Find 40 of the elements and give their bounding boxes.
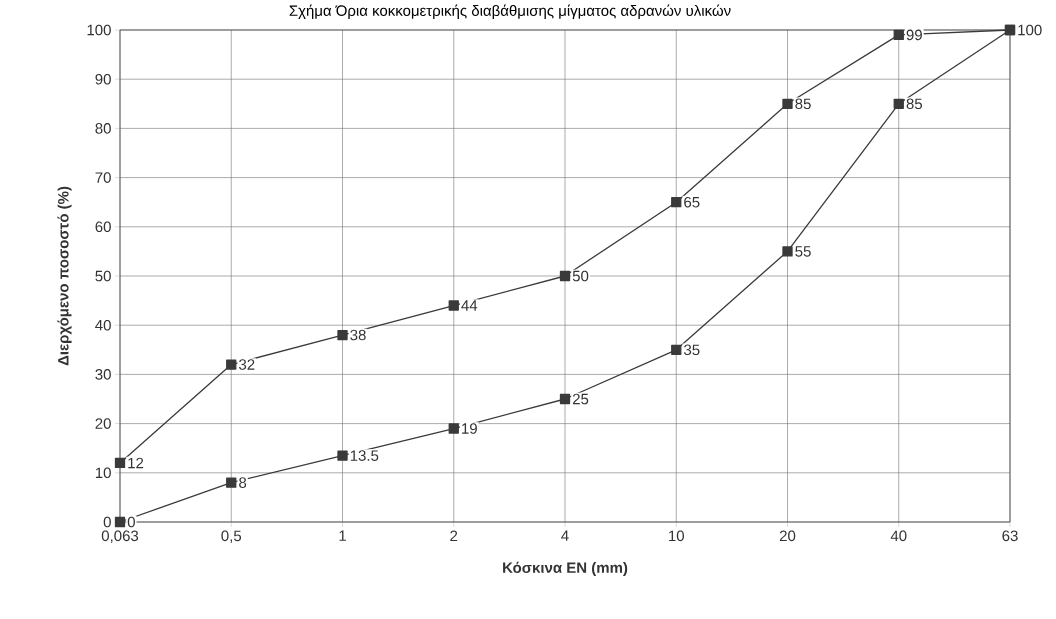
data-label: 85 (906, 98, 923, 110)
y-tick-label: 0 (103, 516, 111, 528)
data-label: 35 (684, 344, 700, 356)
data-label: 13.5 (350, 450, 379, 461)
y-tick-label: 70 (95, 172, 111, 183)
y-tick-label: 40 (95, 319, 111, 331)
x-tick-label: 0,063 (101, 530, 139, 543)
x-tick-label: 4 (561, 530, 569, 541)
y-tick-label: 20 (95, 418, 111, 429)
data-label: 19 (462, 423, 477, 434)
data-label: 0 (127, 516, 135, 528)
data-label: 8 (239, 477, 247, 488)
chart-title: Σχήμα Όρια κοκκομετρικής διαβάθμισης μίγματος αδρανών υλικών (289, 4, 731, 19)
data-label: 65 (684, 196, 700, 208)
x-tick-label: 40 (890, 530, 907, 542)
data-label: 85 (795, 98, 811, 110)
y-axis-title: Διερχόμενο ποσοστό (%) (57, 186, 72, 366)
data-label: 100 (1018, 24, 1042, 36)
y-tick-label: 60 (95, 221, 111, 233)
data-label: 50 (572, 270, 589, 282)
x-tick-label: 63 (1002, 530, 1018, 542)
y-tick-label: 80 (95, 123, 111, 134)
y-tick-label: 50 (95, 270, 111, 282)
y-tick-label: 10 (95, 467, 111, 479)
data-label: 99 (906, 29, 922, 41)
data-label: 12 (128, 457, 144, 469)
y-tick-label: 90 (95, 73, 111, 85)
data-label: 32 (239, 359, 255, 370)
y-tick-label: 30 (95, 369, 111, 380)
y-tick-label: 100 (87, 24, 111, 36)
data-label: 38 (350, 329, 366, 341)
data-label: 44 (461, 300, 478, 311)
data-label: 55 (795, 246, 811, 257)
x-axis-title: Κόσκινα ΕΝ (mm) (503, 561, 628, 576)
x-tick-label: 20 (779, 530, 796, 542)
x-tick-label: 0,5 (221, 530, 242, 543)
data-label: 25 (572, 393, 589, 405)
x-tick-label: 10 (669, 530, 684, 542)
x-tick-label: 1 (339, 530, 346, 541)
x-tick-label: 2 (450, 530, 458, 542)
